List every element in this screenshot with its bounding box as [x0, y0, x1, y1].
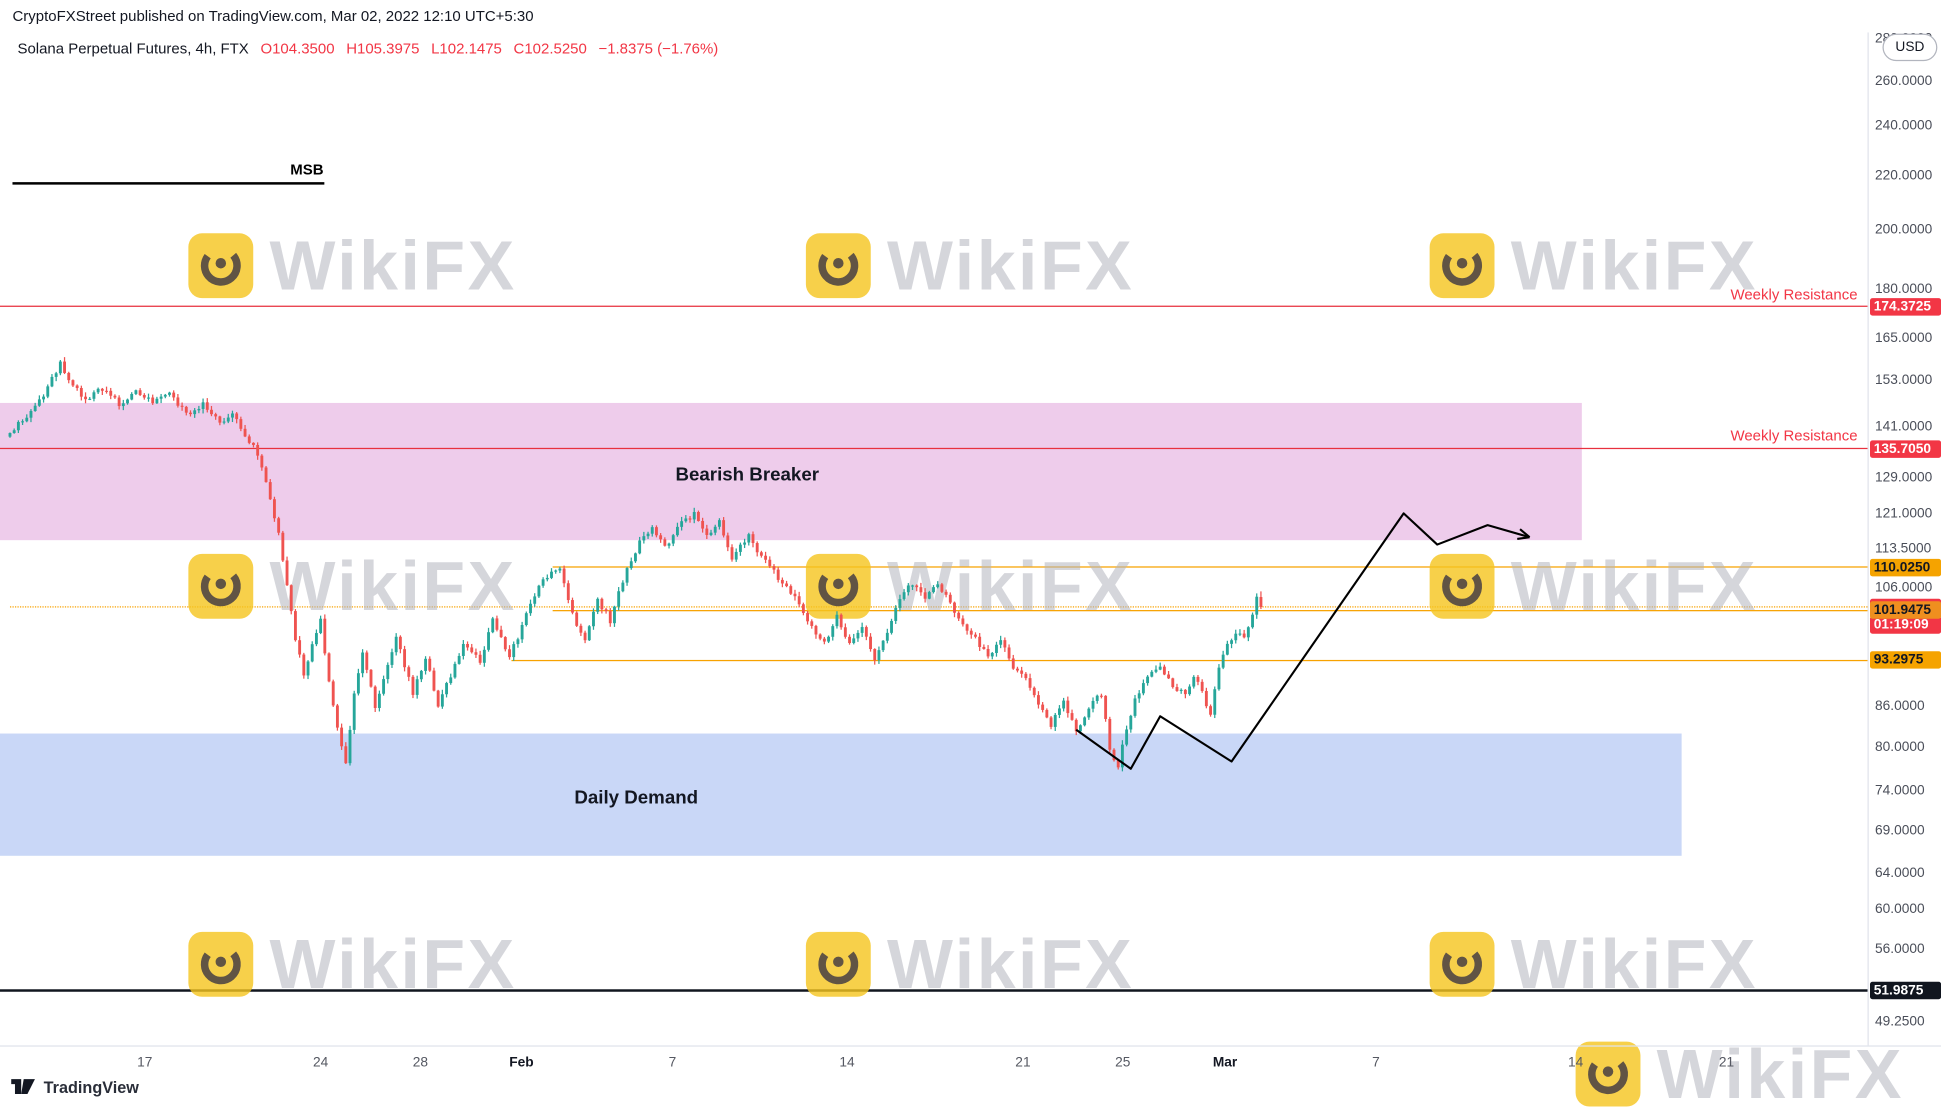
time-axis-border [0, 1045, 1941, 1047]
time-axis-label: 7 [668, 1055, 677, 1071]
price-axis-tick: 106.0000 [1874, 580, 1933, 596]
weekly-resistance-2-price-label: 135.7050 [1870, 439, 1941, 458]
weekly-resistance-label-lower: Weekly Resistance [1730, 426, 1858, 445]
ohlc-low: L102.1475 [431, 39, 502, 58]
msb-label: MSB [290, 160, 324, 179]
candle-countdown-label: 01:19:09 [1870, 615, 1941, 634]
candlestick-series [8, 357, 1263, 772]
price-axis-tick: 129.0000 [1874, 469, 1933, 485]
price-axis-tick: 200.0000 [1874, 221, 1933, 237]
weekly-resistance-1-price-label: 174.3725 [1870, 298, 1941, 316]
time-axis-label: 7 [1372, 1055, 1380, 1071]
alert-line-2-price-label: 93.2975 [1870, 651, 1941, 670]
supply-line-price-label: 110.0250 [1870, 558, 1941, 576]
tradingview-logo[interactable]: TradingView [10, 1078, 139, 1097]
price-axis-tick: 240.0000 [1874, 118, 1933, 134]
weekly-resistance-label-upper: Weekly Resistance [1730, 285, 1858, 304]
major-support-price-label: 51.9875 [1870, 982, 1941, 1000]
time-axis-label: 14 [1567, 1055, 1584, 1071]
time-axis-label: 24 [312, 1055, 329, 1071]
price-axis-tick: 80.0000 [1874, 739, 1925, 755]
time-axis-label: 28 [412, 1055, 429, 1071]
price-axis-tick: 121.0000 [1874, 505, 1933, 521]
weekly-resistance-2[interactable] [0, 447, 1868, 450]
tradingview-brand-text: TradingView [43, 1077, 139, 1097]
price-axis-tick: 165.0000 [1874, 330, 1933, 346]
price-axis-tick: 86.0000 [1874, 698, 1925, 714]
time-axis-label: 21 [1718, 1055, 1735, 1071]
daily-demand-label: Daily Demand [574, 787, 699, 809]
bearish-breaker-label: Bearish Breaker [675, 464, 820, 486]
time-axis-label: Feb [509, 1055, 534, 1071]
tradingview-logo-icon [11, 1079, 35, 1095]
ohlc-change: −1.8375 (−1.76%) [598, 39, 719, 58]
time-axis-label: 21 [1015, 1055, 1031, 1071]
price-axis-tick: 113.5000 [1874, 542, 1932, 557]
price-axis-tick: 49.2500 [1874, 1013, 1925, 1029]
time-axis-label: 25 [1115, 1055, 1131, 1071]
currency-button[interactable]: USD [1882, 33, 1938, 62]
time-axis-label: Mar [1212, 1055, 1238, 1071]
price-axis-tick: 180.0000 [1874, 281, 1933, 297]
ohlc-close: C102.5250 [513, 39, 587, 58]
price-axis-tick: 60.0000 [1874, 902, 1925, 918]
alert-line-1-price-label: 101.9475 [1870, 601, 1941, 619]
time-axis-label: 17 [137, 1055, 153, 1071]
price-axis-tick: 153.0000 [1874, 373, 1933, 389]
price-axis-tick: 56.0000 [1874, 941, 1925, 957]
ohlc-high: H105.3975 [346, 39, 420, 58]
time-axis-label: 14 [839, 1055, 855, 1071]
weekly-resistance-1[interactable] [0, 306, 1868, 308]
ohlc-open: O104.3500 [260, 39, 335, 58]
price-axis-tick: 141.0000 [1874, 419, 1933, 435]
price-axis-tick: 69.0000 [1874, 823, 1925, 839]
symbol-title: Solana Perpetual Futures, 4h, FTX [17, 39, 249, 58]
chart-legend[interactable]: Solana Perpetual Futures, 4h, FTX O104.3… [17, 40, 718, 57]
major-support[interactable] [0, 989, 1868, 992]
publisher-line: CryptoFXStreet published on TradingView.… [12, 7, 534, 25]
price-axis-tick: 64.0000 [1874, 865, 1925, 881]
msb-line[interactable] [12, 182, 325, 185]
last-price-line[interactable] [9, 606, 1868, 608]
price-axis-tick: 74.0000 [1874, 783, 1925, 799]
price-axis-tick: 220.0000 [1874, 168, 1933, 183]
price-axis-border [1867, 32, 1869, 1046]
price-axis-tick: 260.0000 [1874, 73, 1933, 89]
